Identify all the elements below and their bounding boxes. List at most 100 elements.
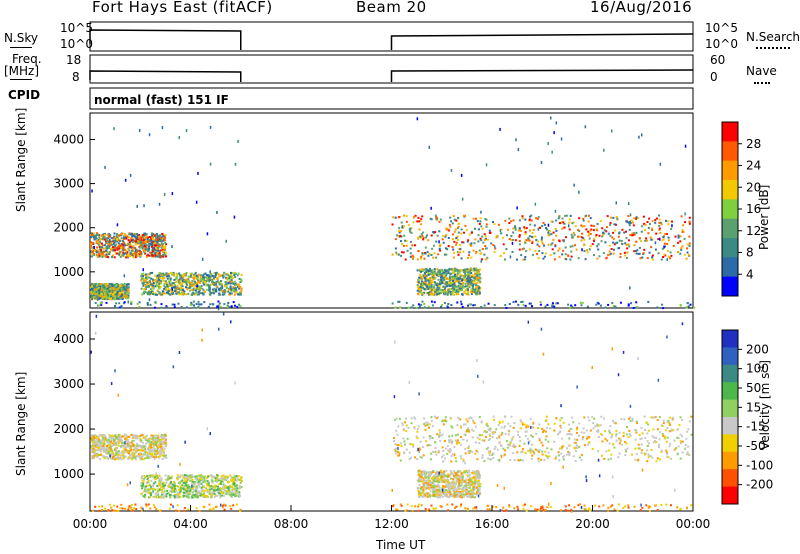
scatter-cell <box>134 242 137 245</box>
scatter-cell <box>121 298 124 301</box>
scatter-cell <box>480 239 483 242</box>
scatter-cell <box>568 228 571 231</box>
scatter-cell <box>549 253 552 256</box>
scatter-cell <box>144 234 147 237</box>
scatter-cell <box>105 255 108 257</box>
scatter-cell <box>627 304 630 307</box>
scatter-cell <box>633 233 636 236</box>
scatter-cell <box>223 291 226 294</box>
scatter-cell <box>419 277 422 280</box>
scatter-cell <box>157 248 160 251</box>
scatter-cell <box>112 437 115 440</box>
scatter-cell <box>437 283 440 285</box>
scatter-cell <box>152 439 155 442</box>
scatter-cell <box>628 245 631 248</box>
scatter-cell <box>158 238 161 241</box>
scatter-cell <box>201 483 204 486</box>
scatter-cell <box>440 280 443 283</box>
scatter-cell <box>147 285 150 288</box>
scatter-cell <box>424 274 427 277</box>
scatter-cell <box>114 434 117 437</box>
nave-label: Nave <box>746 64 777 78</box>
scatter-cell <box>109 450 112 453</box>
scatter-cell <box>127 291 129 294</box>
scatter-cell <box>554 244 557 247</box>
scatter-cell <box>136 233 139 235</box>
scatter-cell <box>583 250 586 253</box>
scatter-cell <box>97 435 100 438</box>
scatter-cell <box>510 235 513 238</box>
scatter-cell <box>200 275 203 278</box>
scatter-cell <box>550 233 553 236</box>
scatter-cell <box>493 223 496 226</box>
scatter-cell <box>521 300 524 303</box>
scatter-cell <box>152 284 155 287</box>
scatter-cell <box>234 291 237 294</box>
scatter-cell <box>96 443 99 446</box>
scatter-cell <box>416 258 419 261</box>
scatter-cell <box>203 479 206 482</box>
scatter-cell <box>524 231 527 234</box>
scatter-cell <box>444 271 447 273</box>
scatter-cell <box>400 240 402 243</box>
scatter-cell <box>552 231 555 234</box>
scatter-cell <box>221 291 224 294</box>
scatter-cell <box>125 437 128 440</box>
scatter-cell <box>429 273 432 276</box>
scatter-cell <box>155 283 158 286</box>
scatter-cell <box>135 248 138 251</box>
scatter-cell <box>183 494 186 497</box>
scatter-cell <box>132 455 135 458</box>
scatter-cell <box>130 253 133 256</box>
scatter-cell <box>470 256 473 259</box>
scatter-cell <box>456 269 459 272</box>
scatter-cell <box>220 482 222 485</box>
scatter-cell <box>122 457 125 460</box>
scatter-cell <box>460 289 462 292</box>
scatter-cell <box>151 454 154 457</box>
scatter-cell <box>508 303 511 305</box>
scatter-cell <box>470 289 473 292</box>
scatter-cell <box>453 269 456 272</box>
scatter-cell <box>234 162 237 166</box>
scatter-cell <box>143 204 145 208</box>
scatter-cell <box>570 304 573 307</box>
scatter-cell <box>493 251 496 253</box>
scatter-cell <box>464 276 466 279</box>
scatter-cell <box>452 289 454 292</box>
scatter-cell <box>494 247 497 250</box>
scatter-cell <box>129 243 132 246</box>
scatter-cell <box>140 236 143 239</box>
scatter-cell <box>405 215 408 218</box>
scatter-cell <box>150 291 153 293</box>
scatter-cell <box>141 247 144 250</box>
scatter-cell <box>475 282 478 285</box>
scatter-cell <box>458 251 461 254</box>
scatter-cell <box>456 272 459 275</box>
scatter-cell <box>197 285 200 288</box>
scatter-cell <box>224 485 227 488</box>
scatter-cell <box>144 436 147 438</box>
scatter-cell <box>468 271 471 274</box>
scatter-cell <box>101 446 104 449</box>
scatter-cell <box>150 240 153 243</box>
scatter-cell <box>433 290 436 293</box>
scatter-cell <box>414 244 416 247</box>
scatter-cell <box>189 275 192 278</box>
scatter-cell <box>612 248 615 251</box>
scatter-cell <box>598 255 601 258</box>
scatter-cell <box>462 250 465 253</box>
scatter-cell <box>462 286 465 289</box>
scatter-cell <box>567 224 570 228</box>
scatter-cell <box>183 279 186 282</box>
scatter-cell <box>537 257 540 260</box>
scatter-cell <box>146 451 149 454</box>
scatter-cell <box>170 482 173 485</box>
scatter-cell <box>218 483 221 486</box>
scatter-cell <box>155 442 158 445</box>
scatter-cell <box>465 277 468 280</box>
scatter-cell <box>100 253 103 256</box>
freq-label: Freq. <box>12 52 42 66</box>
scatter-cell <box>110 242 112 245</box>
